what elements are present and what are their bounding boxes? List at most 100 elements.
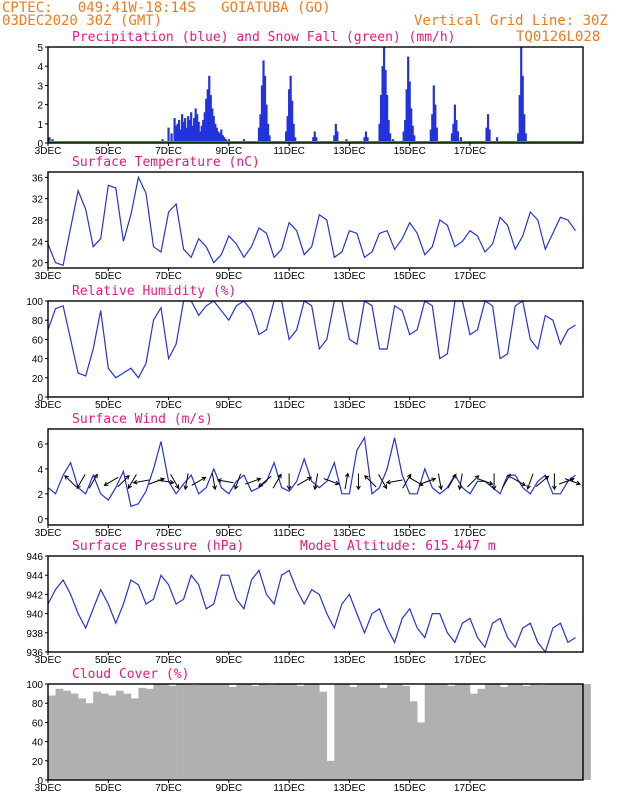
precip-bar-33 <box>214 123 217 143</box>
cloud-xtick-3: 9DEC <box>216 783 243 794</box>
temp-xtick-6: 15DEC <box>394 271 426 282</box>
cloud-bar-2 <box>63 690 71 780</box>
precip-bar-35 <box>217 131 220 143</box>
precip-bar-34 <box>215 127 218 143</box>
wind-arrowhead-27 <box>406 473 412 479</box>
cloud-bar-65 <box>537 684 546 780</box>
wind-arrowhead-6 <box>132 479 138 485</box>
precip-title: Precipitation (blue) and Snow Fall (gree… <box>72 30 456 45</box>
temp-xtick-7: 17DEC <box>454 271 486 282</box>
wind-arrow-27 <box>402 474 412 489</box>
pres-xtick-0: 3DEC <box>35 655 62 666</box>
precip-bar-97 <box>455 119 458 143</box>
precip-bar-24 <box>200 125 203 143</box>
cloud-bar-44 <box>379 687 388 780</box>
wind-arrowhead-15 <box>256 477 262 482</box>
pres-xtick-7: 17DEC <box>454 655 486 666</box>
cloud-bar-5 <box>85 703 94 780</box>
cloud-bar-8 <box>108 695 117 780</box>
wind-arrowhead-17 <box>277 473 282 479</box>
precip-bar-65 <box>334 123 337 143</box>
pres-xtick-3: 9DEC <box>216 655 243 666</box>
wind-arrow-42 <box>564 478 581 485</box>
wind-arrowhead-36 <box>506 473 511 479</box>
wind-arrow-22 <box>344 473 349 490</box>
wind-arrow-9 <box>170 474 180 489</box>
wind-ytick-1: 2 <box>37 490 43 501</box>
precip-bar-66 <box>336 131 339 143</box>
precip-bar-64 <box>333 135 336 143</box>
cloud-bar-57 <box>477 688 486 780</box>
wind-arrowhead-4 <box>125 474 130 480</box>
cloud-bar-69 <box>567 684 576 780</box>
header-station: CPTEC: 049:41W-18:14S GOIATUBA (GO) <box>2 0 331 16</box>
pres-xtick-5: 13DEC <box>333 655 365 666</box>
precip-bar-27 <box>205 98 208 143</box>
wind-arrowhead-32 <box>457 485 463 491</box>
wind-arrow-37 <box>511 476 526 486</box>
cloud-bar-49 <box>417 722 426 780</box>
wind-xtick-1: 5DEC <box>95 528 122 539</box>
precip-bar-37 <box>220 129 223 143</box>
precip-xtick-1: 5DEC <box>95 146 122 157</box>
wind-arrow-3 <box>104 476 119 486</box>
cloud-xtick-7: 17DEC <box>454 783 486 794</box>
wind-arrowhead-31 <box>452 473 457 479</box>
wind-xtick-7: 17DEC <box>454 528 486 539</box>
pres-xtick-6: 15DEC <box>394 655 426 666</box>
cloud-bar-7 <box>100 693 109 780</box>
wind-arrowhead-25 <box>382 484 388 490</box>
cloud-bar-59 <box>492 684 501 780</box>
cloud-bar-71 <box>583 684 591 780</box>
wind-xtick-4: 11DEC <box>273 528 305 539</box>
temp-xtick-2: 7DEC <box>155 271 182 282</box>
wind-arrow-39 <box>535 475 549 487</box>
cloud-bar-33 <box>296 685 305 780</box>
wind-arrowhead-18 <box>286 485 292 491</box>
precip-bar-62 <box>313 131 316 143</box>
precip-ytick-5: 5 <box>37 43 43 54</box>
temp-ytick-2: 28 <box>32 216 44 227</box>
precip-bar-84 <box>407 56 410 143</box>
precip-bar-32 <box>212 116 215 143</box>
wind-arrow-13 <box>217 479 234 484</box>
cloud-bar-36 <box>319 691 328 780</box>
precip-bar-59 <box>292 123 295 143</box>
cloud-bar-25 <box>236 684 245 780</box>
wind-series-line <box>47 435 576 508</box>
precip-bar-105 <box>518 95 521 143</box>
cloud-bar-19 <box>191 684 199 780</box>
cloud-bar-42 <box>364 684 373 780</box>
precip-bar-55 <box>286 116 289 143</box>
pres-extra-label: Model Altitude: 615.447 m <box>300 539 496 554</box>
precip-bar-87 <box>411 125 414 143</box>
cloud-bar-18 <box>183 684 192 780</box>
wind-arrowhead-30 <box>438 485 443 491</box>
precip-bar-54 <box>285 131 288 143</box>
precip-xtick-5: 13DEC <box>333 146 365 157</box>
cloud-ytick-0: 0 <box>37 776 43 787</box>
precip-bar-79 <box>388 133 392 143</box>
precip-bar-25 <box>202 119 205 143</box>
precip-bar-4 <box>167 127 170 143</box>
cloud-bar-6 <box>93 691 102 780</box>
pres-xtick-4: 11DEC <box>273 655 305 666</box>
wind-arrow-24 <box>364 475 377 488</box>
cloud-bar-35 <box>311 684 320 780</box>
temp-xtick-4: 11DEC <box>273 271 305 282</box>
cloud-bar-30 <box>274 684 282 780</box>
precip-bar-31 <box>211 108 214 143</box>
wind-arrow-33 <box>466 475 479 488</box>
wind-arrowhead-24 <box>364 474 369 480</box>
cloud-ytick-2: 40 <box>32 738 44 749</box>
cloud-xtick-2: 7DEC <box>155 783 182 794</box>
precip-bar-57 <box>289 75 292 143</box>
precip-bar-14 <box>185 127 188 143</box>
precip-bar-81 <box>402 131 405 143</box>
precip-bar-5 <box>170 133 173 143</box>
precip-bar-83 <box>405 89 408 143</box>
cloud-bar-67 <box>552 684 561 780</box>
cloud-bar-13 <box>145 688 154 780</box>
pres-ytick-0: 936 <box>26 648 43 659</box>
